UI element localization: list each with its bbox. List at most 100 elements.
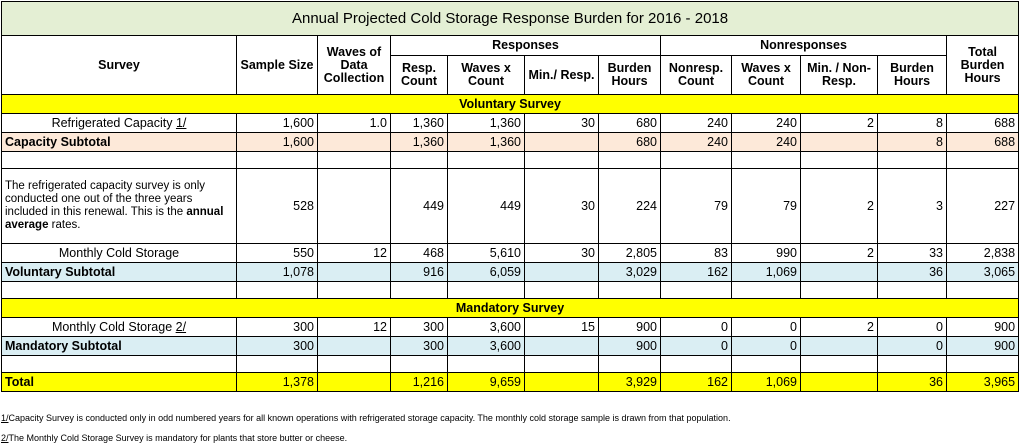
value-cell: 240 bbox=[660, 113, 732, 133]
label-text: Monthly Cold Storage bbox=[51, 320, 173, 334]
value-cell: 36 bbox=[877, 262, 947, 282]
subtotal-row: Total 1,378 1,216 9,659 3,929 162 1,069 36 3,965 bbox=[1, 372, 1020, 392]
footnote-ref: 1/ bbox=[175, 116, 187, 130]
note-text: annual average bbox=[5, 206, 224, 231]
empty-cell bbox=[598, 151, 661, 169]
value-cell: 550 bbox=[236, 243, 318, 263]
row-label: Monthly Cold Storage 2/ bbox=[1, 317, 237, 337]
empty-cell bbox=[598, 355, 661, 373]
column-header: Burden Hours bbox=[598, 55, 661, 95]
row-note: The refrigerated capacity survey is only… bbox=[1, 168, 237, 244]
value-cell: 2 bbox=[800, 317, 878, 337]
value-cell: 680 bbox=[598, 113, 661, 133]
footnote-ref: 2/ bbox=[175, 320, 187, 334]
value-cell: 0 bbox=[877, 317, 947, 337]
section-row: Voluntary Survey bbox=[0, 94, 1020, 114]
column-header: Survey bbox=[1, 35, 237, 95]
value-cell: 83 bbox=[660, 243, 732, 263]
value-cell: 12 bbox=[317, 243, 391, 263]
value-cell: 3 bbox=[877, 168, 947, 244]
column-header: Waves of Data Collection bbox=[317, 35, 391, 95]
subheader-row: Resp. Count Waves x Count Min./ Resp. Burde… bbox=[2, 55, 1019, 95]
column-header: Waves x Count bbox=[731, 55, 801, 95]
empty-cell bbox=[731, 151, 801, 169]
empty-cell bbox=[447, 281, 525, 299]
footnote-text: Capacity Survey is conducted only in odd… bbox=[8, 413, 731, 423]
value-cell: 3,965 bbox=[945, 372, 1020, 392]
value-cell: 449 bbox=[390, 168, 448, 244]
value-cell: 1,216 bbox=[390, 372, 448, 392]
empty-cell bbox=[317, 281, 391, 299]
empty-cell bbox=[800, 151, 878, 169]
value-cell: 1,360 bbox=[447, 132, 525, 152]
value-cell: 900 bbox=[598, 317, 661, 337]
value-cell: 1,360 bbox=[390, 132, 448, 152]
title-row: Annual Projected Cold Storage Response B… bbox=[0, 1, 1020, 36]
value-cell: 2 bbox=[800, 243, 878, 263]
empty-cell bbox=[877, 151, 947, 169]
subtotal-row: Voluntary Subtotal 1,078 916 6,059 3,029 162 1… bbox=[1, 262, 1020, 282]
empty-cell bbox=[945, 281, 1020, 299]
empty-cell bbox=[800, 262, 878, 282]
empty-cell bbox=[800, 355, 878, 373]
empty-cell bbox=[447, 151, 525, 169]
paragraph-row: The refrigerated capacity survey is only… bbox=[1, 168, 1020, 244]
empty-cell bbox=[800, 132, 878, 152]
value-cell: 1,069 bbox=[731, 262, 801, 282]
value-cell: 2,838 bbox=[945, 243, 1020, 263]
label-text: Monthly Cold Storage bbox=[58, 246, 180, 260]
section-label: Mandatory Survey bbox=[0, 298, 1020, 318]
value-cell: 449 bbox=[447, 168, 525, 244]
value-cell: 0 bbox=[731, 336, 801, 356]
row-label: Monthly Cold Storage bbox=[1, 243, 237, 263]
blank-row bbox=[1, 281, 1020, 299]
empty-cell bbox=[447, 355, 525, 373]
empty-cell bbox=[945, 355, 1020, 373]
value-cell: 528 bbox=[236, 168, 318, 244]
value-cell: 2 bbox=[800, 113, 878, 133]
value-cell: 680 bbox=[598, 132, 661, 152]
empty-cell bbox=[236, 151, 318, 169]
value-cell: 468 bbox=[390, 243, 448, 263]
value-cell: 1,078 bbox=[236, 262, 318, 282]
column-header: Burden Hours bbox=[877, 55, 947, 95]
note-text: rates. bbox=[48, 219, 81, 231]
note-text: The refrigerated capacity survey is only… bbox=[5, 180, 206, 218]
row-label: Refrigerated Capacity 1/ bbox=[1, 113, 237, 133]
data-row: Monthly Cold Storage 2/300 12 300 3,600 15 90… bbox=[1, 317, 1020, 337]
value-cell: 300 bbox=[390, 317, 448, 337]
label-text: Total bbox=[5, 375, 34, 389]
value-cell: 227 bbox=[945, 168, 1020, 244]
value-cell: 3,929 bbox=[598, 372, 661, 392]
empty-cell bbox=[660, 355, 732, 373]
subtotal-row: Capacity Subtotal 1,600 1,360 1,360 680 240 24… bbox=[1, 132, 1020, 152]
empty-cell bbox=[236, 281, 318, 299]
value-cell: 300 bbox=[390, 336, 448, 356]
empty-cell bbox=[524, 132, 599, 152]
blank-row bbox=[1, 151, 1020, 169]
empty-cell bbox=[390, 151, 448, 169]
empty-cell bbox=[800, 336, 878, 356]
column-header: Resp. Count bbox=[390, 55, 448, 95]
empty-cell bbox=[390, 355, 448, 373]
column-header: Total Burden Hours bbox=[945, 35, 1020, 95]
value-cell: 3,600 bbox=[447, 336, 525, 356]
footnote-mark: 1/ bbox=[1, 413, 9, 423]
value-cell: 916 bbox=[390, 262, 448, 282]
column-header: Waves x Count bbox=[447, 55, 525, 95]
row-label: Total bbox=[1, 372, 237, 392]
value-cell: 0 bbox=[731, 317, 801, 337]
empty-cell bbox=[1, 151, 237, 169]
value-cell: 1,378 bbox=[236, 372, 318, 392]
value-cell: 3,600 bbox=[447, 317, 525, 337]
value-cell: 300 bbox=[236, 317, 318, 337]
row-label: Voluntary Subtotal bbox=[1, 262, 237, 282]
blank-row bbox=[1, 355, 1020, 373]
empty-cell bbox=[236, 355, 318, 373]
value-cell: 1.0 bbox=[317, 113, 391, 133]
value-cell: 0 bbox=[660, 317, 732, 337]
empty-cell bbox=[945, 151, 1020, 169]
value-cell: 33 bbox=[877, 243, 947, 263]
empty-cell bbox=[731, 355, 801, 373]
